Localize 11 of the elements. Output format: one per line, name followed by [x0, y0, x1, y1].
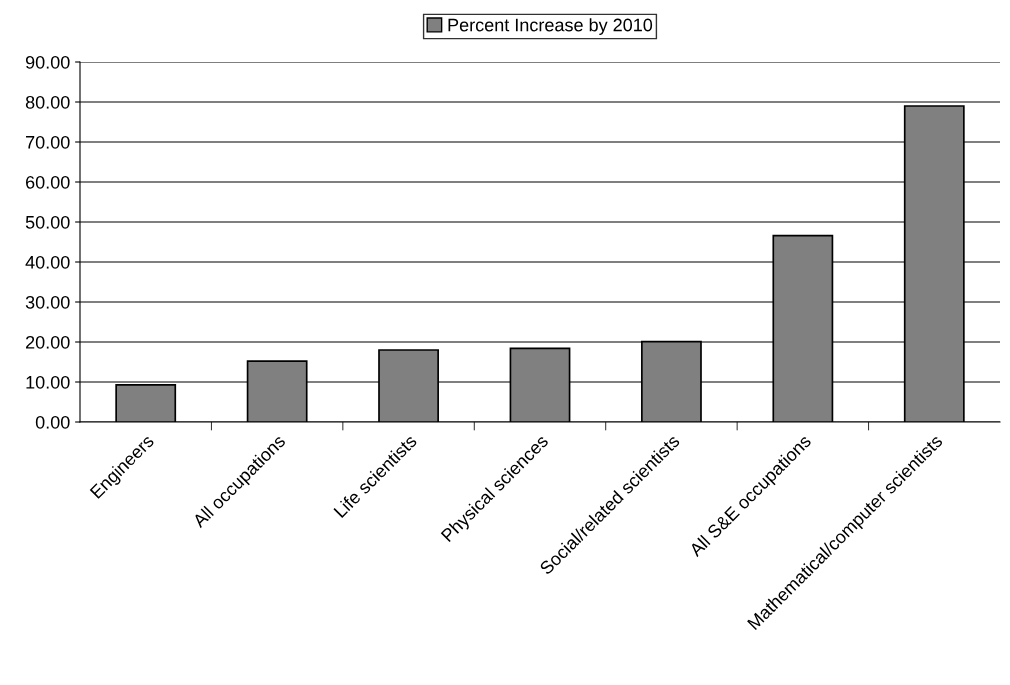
- y-tick-label: 30.00: [25, 295, 70, 309]
- y-tick-label: 20.00: [26, 335, 70, 349]
- y-tick-label: 50.00: [25, 215, 70, 229]
- y-tick-label: 40.00: [25, 255, 70, 269]
- y-tick-label: 0.00: [35, 415, 70, 429]
- y-tick-label: 70.00: [26, 135, 70, 149]
- y-tick-label: 90.00: [25, 55, 70, 69]
- y-tick-label: 60.00: [26, 175, 70, 189]
- y-tick-label: 80.00: [25, 95, 70, 109]
- legend-label: Percent Increase by 2010: [448, 18, 653, 35]
- y-tick-label: 10.00: [26, 375, 70, 389]
